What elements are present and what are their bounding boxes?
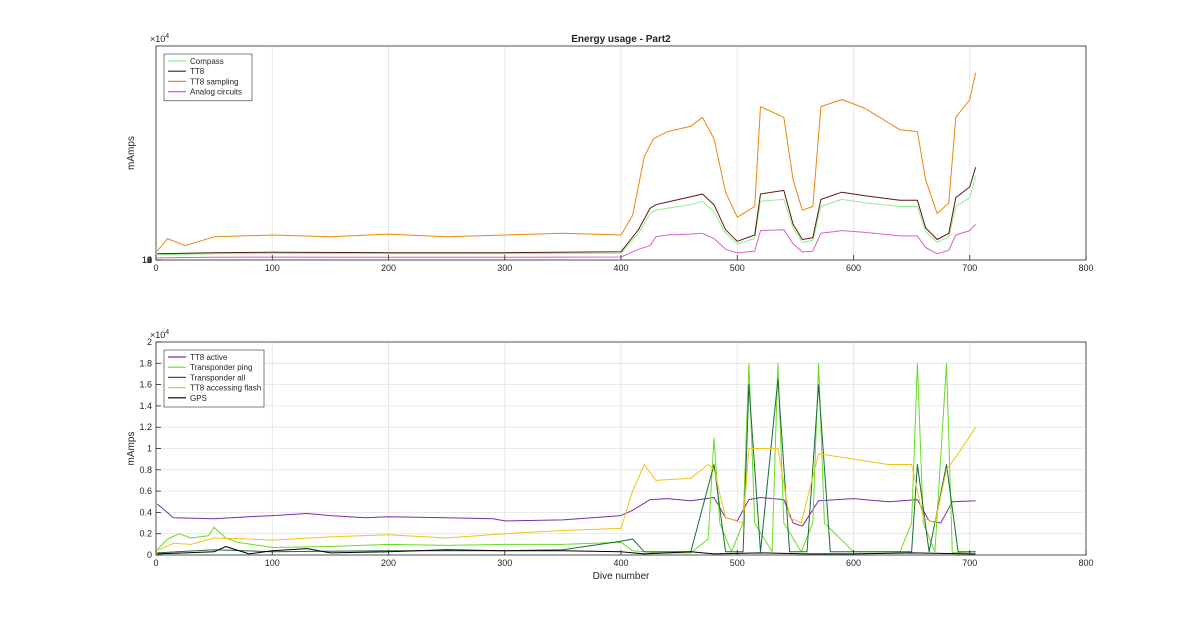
y-tick-label: 8 [147, 255, 152, 265]
exponent-power: 4 [165, 329, 169, 336]
legend-label: TT8 accessing flash [190, 384, 261, 393]
exponent-label: ×104 [150, 329, 169, 340]
x-tick-label: 200 [381, 263, 396, 273]
legend-label: Compass [190, 57, 224, 66]
y-tick-label: 1.6 [139, 380, 152, 390]
chart-title: Energy usage - Part2 [571, 34, 671, 45]
y-tick-label: 0.6 [139, 486, 152, 496]
y-tick-label: 4 [147, 255, 152, 265]
legend-label: Transponder ping [190, 363, 252, 372]
series-line-tt8-sampling [156, 72, 977, 252]
legend-label: TT8 sampling [190, 77, 238, 86]
y-tick-label: 0.2 [139, 529, 152, 539]
y-axis-label: mAmps [126, 432, 137, 466]
y-tick-label: 0 [147, 550, 152, 560]
y-tick-label: 10 [142, 255, 152, 265]
chart-panel-2: 0 100 200 300 400 500 600 700 800 0 0.2 0.4 0.6 0.8 1 1… [126, 329, 1094, 582]
x-tick-label: 100 [265, 263, 280, 273]
y-tick-label: 0 [147, 255, 152, 265]
legend-box [163, 53, 253, 102]
y-tick-label: 2 [147, 337, 152, 347]
series-line-analog-circuits [157, 223, 976, 259]
legend-label: Transponder all [190, 373, 246, 382]
x-tick-label: 0 [153, 263, 158, 273]
x-tick-label: 700 [962, 558, 977, 568]
series-line-tt8 [157, 167, 977, 255]
y-tick-label: 0.4 [139, 507, 152, 517]
series-line-compass [157, 176, 977, 256]
exponent-label: ×104 [150, 33, 169, 44]
y-tick-label: 1.8 [139, 358, 152, 368]
x-tick-label: 400 [613, 263, 628, 273]
legend-label: Analog circuits [190, 88, 242, 97]
x-tick-label: 500 [730, 263, 745, 273]
y-tick-label: 6 [147, 255, 152, 265]
legend-label: GPS [190, 394, 207, 403]
x-axis-label: Dive number [593, 571, 650, 582]
x-tick-label: 500 [730, 558, 745, 568]
x-tick-label: 0 [153, 558, 158, 568]
series-line-transponder-ping [156, 362, 976, 554]
y-tick-label: 1.4 [139, 401, 152, 411]
series-line-tt8-active [156, 497, 976, 527]
y-tick-label: 0.8 [139, 465, 152, 475]
legend-label: TT8 [190, 67, 205, 76]
x-tick-label: 200 [381, 558, 396, 568]
series-line-tt8-accessing-flash [156, 426, 977, 552]
x-tick-label: 100 [265, 558, 280, 568]
x-tick-label: 800 [1078, 558, 1093, 568]
x-tick-label: 300 [497, 558, 512, 568]
x-tick-label: 400 [613, 558, 628, 568]
x-tick-label: 800 [1078, 263, 1093, 273]
y-axis-label: mAmps [126, 136, 137, 170]
y-tick-label: 1.2 [139, 422, 152, 432]
x-tick-label: 600 [846, 263, 861, 273]
series-line-gps [157, 546, 976, 555]
legend-label: TT8 active [190, 353, 228, 362]
x-tick-label: 300 [497, 263, 512, 273]
y-tick-label: 2 [147, 255, 152, 265]
x-tick-label: 600 [846, 558, 861, 568]
x-tick-label: 700 [962, 263, 977, 273]
y-tick-label: 1 [147, 444, 152, 454]
y-tick-label: 12 [142, 255, 152, 265]
exponent-power: 4 [165, 33, 169, 40]
